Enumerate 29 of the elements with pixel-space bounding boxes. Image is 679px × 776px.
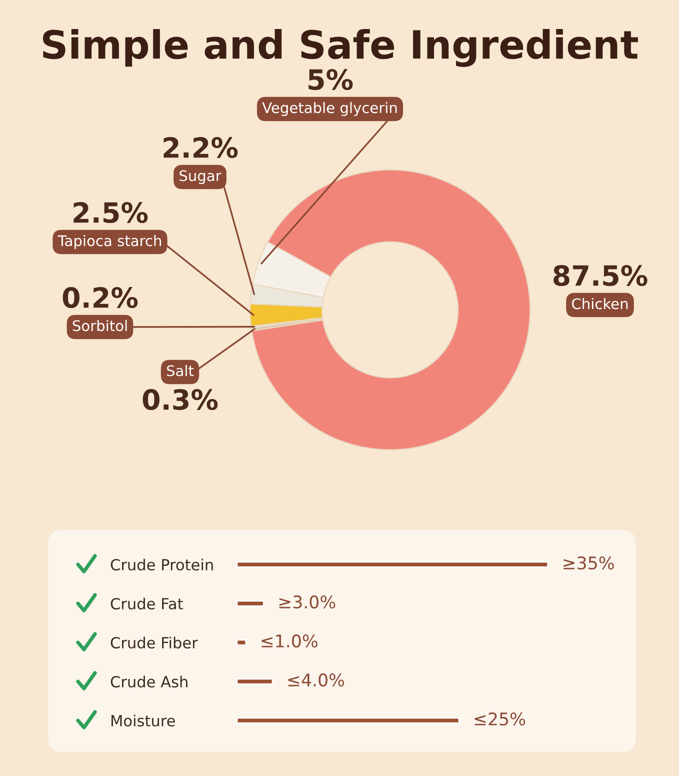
bar: [237, 678, 274, 685]
data-label: ≤1.0%: [262, 634, 318, 648]
donut-slice: [251, 169, 531, 450]
data-label: 0.3%: [142, 389, 218, 410]
slice-label: Vegetable glycerin: [262, 102, 397, 116]
slice-label: Sugar: [180, 170, 222, 184]
slice-label: Tapioca starch: [58, 234, 161, 250]
data-label: 2.2%: [164, 137, 238, 158]
bar: [237, 600, 264, 607]
y-tick-label: Moisture: [112, 714, 175, 727]
y-tick-label: Crude Protein: [110, 558, 213, 571]
slice-label: Salt: [166, 364, 194, 376]
data-label: 5%: [308, 69, 353, 90]
data-label: ≥3.0%: [279, 595, 336, 609]
data-label: 87.5%: [554, 265, 648, 286]
data-label: 2.5%: [74, 202, 148, 224]
bar: [237, 639, 247, 646]
bar: [237, 717, 460, 724]
data-label: ≥35%: [564, 556, 614, 570]
slice-label: Sorbitol: [72, 320, 127, 332]
data-label: ≤4.0%: [288, 673, 344, 687]
bar: [237, 561, 549, 568]
chart-title: Simple and Safe Ingredient: [42, 29, 638, 67]
slice-label: Chicken: [572, 298, 628, 310]
y-tick-label: Crude Ash: [110, 676, 188, 688]
data-label: ≤25%: [474, 712, 526, 726]
data-label: 0.2%: [62, 287, 138, 308]
y-tick-label: Crude Fiber: [110, 636, 198, 649]
y-tick-label: Crude Fat: [110, 598, 183, 610]
